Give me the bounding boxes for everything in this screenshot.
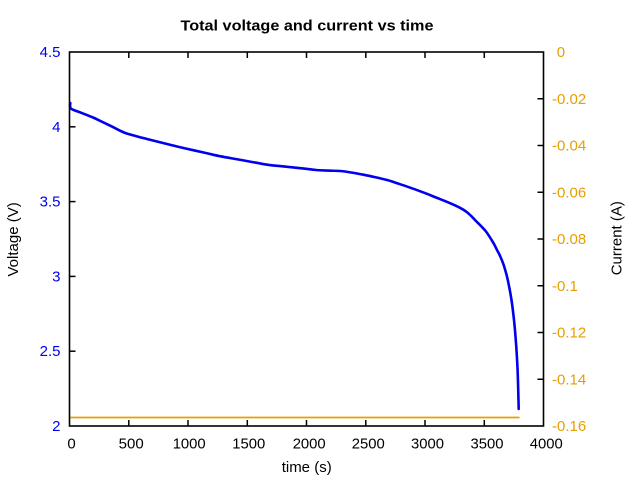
svg-text:Total voltage and current vs t: Total voltage and current vs time [181, 18, 434, 35]
svg-text:2.5: 2.5 [40, 343, 61, 360]
svg-text:2: 2 [52, 418, 60, 435]
svg-text:4000: 4000 [530, 436, 563, 453]
svg-text:-0.1: -0.1 [552, 278, 578, 295]
svg-text:-0.04: -0.04 [552, 138, 586, 155]
svg-text:500: 500 [119, 436, 144, 453]
svg-text:0: 0 [67, 436, 75, 453]
svg-text:2500: 2500 [352, 436, 385, 453]
svg-text:Current (A): Current (A) [608, 201, 625, 275]
svg-text:3: 3 [52, 268, 60, 285]
svg-text:-0.02: -0.02 [552, 91, 586, 108]
svg-text:0: 0 [557, 44, 565, 61]
svg-text:3500: 3500 [471, 436, 504, 453]
svg-text:3000: 3000 [411, 436, 444, 453]
svg-text:Voltage (V): Voltage (V) [5, 202, 22, 276]
svg-text:3.5: 3.5 [40, 194, 61, 211]
svg-text:4: 4 [52, 119, 60, 136]
svg-text:1000: 1000 [173, 436, 206, 453]
svg-text:-0.08: -0.08 [552, 231, 586, 248]
svg-text:1500: 1500 [232, 436, 265, 453]
svg-text:-0.06: -0.06 [552, 184, 586, 201]
svg-text:-0.16: -0.16 [552, 418, 586, 435]
svg-text:time (s): time (s) [282, 459, 332, 476]
svg-text:-0.14: -0.14 [552, 371, 586, 388]
svg-text:2000: 2000 [293, 436, 326, 453]
svg-text:-0.12: -0.12 [552, 325, 586, 342]
svg-text:4.5: 4.5 [40, 44, 61, 61]
